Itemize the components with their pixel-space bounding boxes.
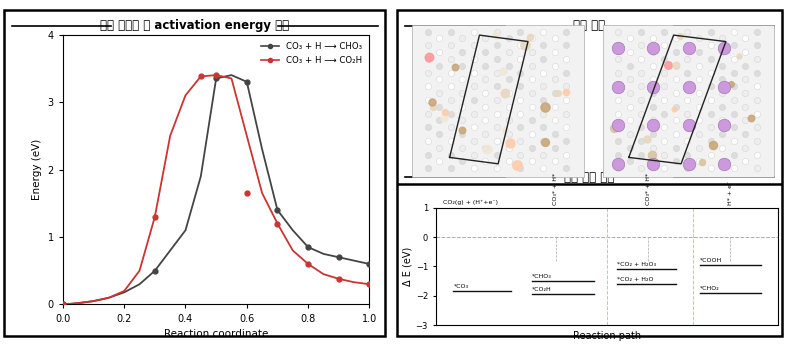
- Y-axis label: Energy (eV): Energy (eV): [32, 139, 42, 200]
- Text: *COOH: *COOH: [700, 257, 722, 263]
- Bar: [413, 26, 584, 177]
- Text: 흥쉜 에너지 및 activation energy 계산: 흥쉜 에너지 및 activation energy 계산: [100, 19, 289, 33]
- Text: 구조 변화: 구조 변화: [574, 19, 605, 33]
- X-axis label: Reaction coordinate: Reaction coordinate: [164, 329, 268, 339]
- Text: *CHO₂: *CHO₂: [700, 285, 719, 291]
- Text: CO₃* + H*: CO₃* + H*: [553, 173, 558, 205]
- Text: CO₂(g) + (H⁺+e⁻): CO₂(g) + (H⁺+e⁻): [443, 200, 498, 205]
- Text: H* + e⁻: H* + e⁻: [728, 181, 733, 205]
- Text: *CO₂ + H₂O₃: *CO₂ + H₂O₃: [618, 262, 656, 267]
- Text: 반응 경로 변화: 반응 경로 변화: [564, 171, 615, 184]
- Y-axis label: Δ E (eV): Δ E (eV): [402, 247, 413, 286]
- X-axis label: Reaction path: Reaction path: [573, 331, 641, 341]
- Text: *CHO₃: *CHO₃: [532, 274, 552, 279]
- Text: *CO₃: *CO₃: [454, 284, 468, 289]
- Text: *CO₂ + H₂O: *CO₂ + H₂O: [618, 277, 654, 282]
- Legend: CO₃ + H ⟶ CHO₃, CO₃ + H ⟶ CO₂H: CO₃ + H ⟶ CHO₃, CO₃ + H ⟶ CO₂H: [258, 39, 365, 68]
- Text: *CO₂H: *CO₂H: [532, 287, 552, 292]
- Bar: [603, 26, 774, 177]
- Text: CO₃* + H*: CO₃* + H*: [646, 173, 651, 205]
